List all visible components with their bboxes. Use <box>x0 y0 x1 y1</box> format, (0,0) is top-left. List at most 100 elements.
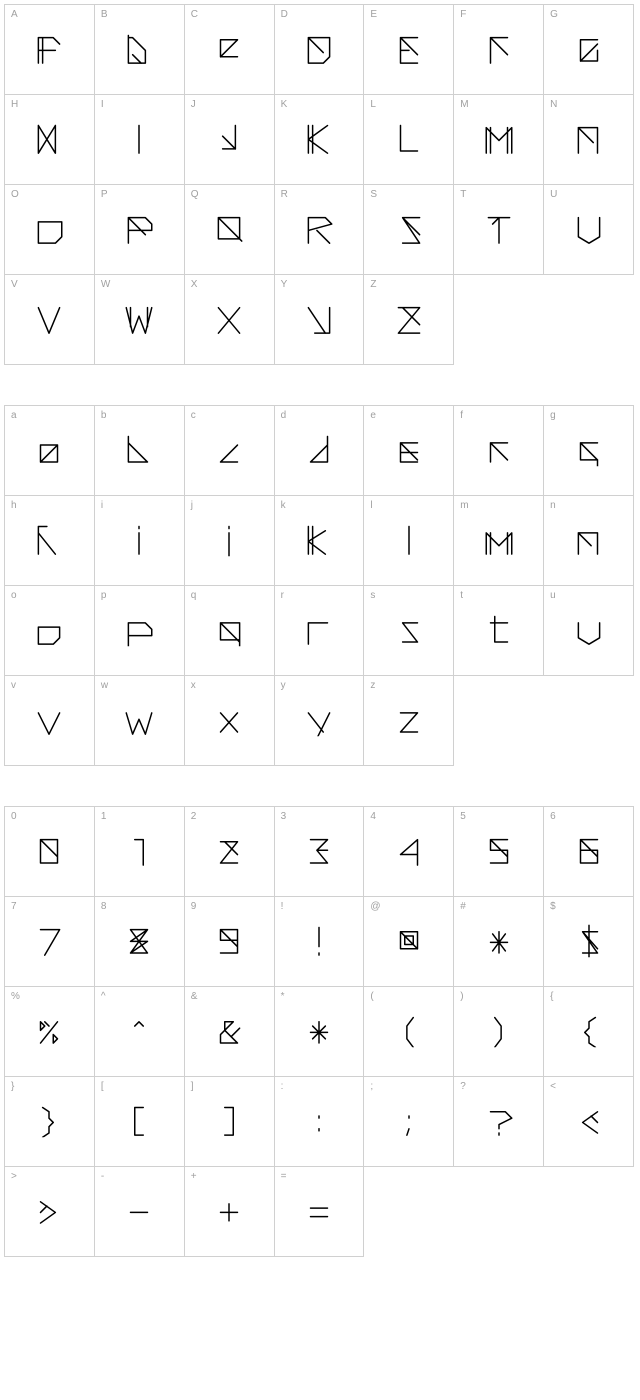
cell-label: 6 <box>550 811 556 822</box>
glyph-icon <box>482 211 516 245</box>
glyph-icon <box>482 612 516 646</box>
glyph-cell: K <box>275 95 365 185</box>
glyph-cell: 3 <box>275 807 365 897</box>
cell-label: V <box>11 279 18 290</box>
glyph-cell: B <box>95 5 185 95</box>
cell-label: h <box>11 500 17 511</box>
glyph-icon <box>212 522 246 556</box>
font-specimen-map: ABCDEFGHIJKLMNOPQRSTUVWXYZabcdefghijklmn… <box>4 4 636 1257</box>
glyph-icon <box>572 211 606 245</box>
glyph-icon <box>122 1013 156 1047</box>
glyph-cell: * <box>275 987 365 1077</box>
cell-label: p <box>101 590 107 601</box>
glyph-icon <box>32 301 66 335</box>
glyph-cell: I <box>95 95 185 185</box>
glyph-cell: x <box>185 676 275 766</box>
glyph-cell: T <box>454 185 544 275</box>
glyph-cell: ) <box>454 987 544 1077</box>
cell-label: C <box>191 9 198 20</box>
cell-label: P <box>101 189 108 200</box>
glyph-icon <box>32 31 66 65</box>
empty-cell <box>454 1167 544 1257</box>
empty-cell <box>364 1167 454 1257</box>
cell-label: ? <box>460 1081 466 1092</box>
glyph-cell: g <box>544 406 634 496</box>
glyph-cell: 5 <box>454 807 544 897</box>
glyph-cell: Z <box>364 275 454 365</box>
glyph-icon <box>302 612 336 646</box>
glyph-cell: ! <box>275 897 365 987</box>
cell-label: 3 <box>281 811 287 822</box>
cell-label: < <box>550 1081 556 1092</box>
cell-label: N <box>550 99 557 110</box>
glyph-cell: 4 <box>364 807 454 897</box>
glyph-cell: P <box>95 185 185 275</box>
glyph-cell: ( <box>364 987 454 1077</box>
cell-label: d <box>281 410 287 421</box>
glyph-icon <box>122 702 156 736</box>
glyph-cell: 2 <box>185 807 275 897</box>
glyph-cell: m <box>454 496 544 586</box>
cell-label: D <box>281 9 288 20</box>
glyph-icon <box>122 31 156 65</box>
cell-label: T <box>460 189 466 200</box>
glyph-icon <box>302 923 336 957</box>
glyph-icon <box>122 833 156 867</box>
glyph-cell: E <box>364 5 454 95</box>
empty-cell <box>454 676 544 766</box>
glyph-icon <box>122 121 156 155</box>
glyph-cell: v <box>5 676 95 766</box>
cell-label: Z <box>370 279 376 290</box>
empty-cell <box>544 275 634 365</box>
glyph-icon <box>212 1013 246 1047</box>
glyph-icon <box>32 612 66 646</box>
glyph-icon <box>572 432 606 466</box>
glyph-cell: A <box>5 5 95 95</box>
cell-label: x <box>191 680 196 691</box>
glyph-icon <box>122 211 156 245</box>
glyph-cell: [ <box>95 1077 185 1167</box>
glyph-cell: k <box>275 496 365 586</box>
glyph-icon <box>212 702 246 736</box>
glyph-cell: : <box>275 1077 365 1167</box>
glyph-icon <box>302 833 336 867</box>
glyph-cell: @ <box>364 897 454 987</box>
glyph-cell: ; <box>364 1077 454 1167</box>
glyph-icon <box>122 301 156 335</box>
cell-label: t <box>460 590 463 601</box>
glyph-cell: 9 <box>185 897 275 987</box>
cell-label: ( <box>370 991 373 1002</box>
cell-label: Q <box>191 189 199 200</box>
glyph-icon <box>32 702 66 736</box>
glyph-cell: p <box>95 586 185 676</box>
cell-label: b <box>101 410 107 421</box>
cell-label: J <box>191 99 196 110</box>
glyph-icon <box>482 522 516 556</box>
cell-label: i <box>101 500 103 511</box>
glyph-cell: a <box>5 406 95 496</box>
glyph-icon <box>392 702 426 736</box>
glyph-cell: f <box>454 406 544 496</box>
glyph-cell: V <box>5 275 95 365</box>
cell-label: O <box>11 189 19 200</box>
glyph-icon <box>572 522 606 556</box>
glyph-cell: + <box>185 1167 275 1257</box>
cell-label: ! <box>281 901 284 912</box>
glyph-cell: t <box>454 586 544 676</box>
cell-label: ; <box>370 1081 373 1092</box>
glyph-cell: D <box>275 5 365 95</box>
glyph-cell: $ <box>544 897 634 987</box>
cell-label: 7 <box>11 901 17 912</box>
glyph-cell: # <box>454 897 544 987</box>
glyph-icon <box>302 432 336 466</box>
glyph-icon <box>302 1013 336 1047</box>
glyph-cell: 8 <box>95 897 185 987</box>
glyph-icon <box>392 833 426 867</box>
glyph-cell: C <box>185 5 275 95</box>
glyph-icon <box>32 432 66 466</box>
cell-label: # <box>460 901 466 912</box>
glyph-icon <box>122 1193 156 1227</box>
glyph-icon <box>302 522 336 556</box>
cell-label: 4 <box>370 811 376 822</box>
cell-label: w <box>101 680 108 691</box>
